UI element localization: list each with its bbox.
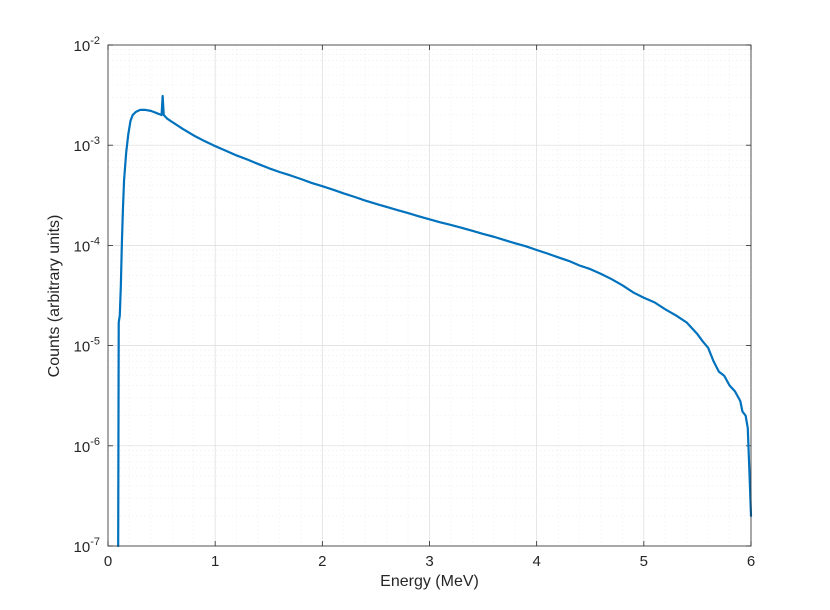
- series-line: [117, 94, 753, 548]
- x-tick-label: 2: [318, 553, 326, 570]
- y-tick-label: 10-6: [74, 436, 100, 456]
- grid: [108, 45, 751, 546]
- y-tick-label: 10-4: [74, 235, 100, 255]
- x-tick-label: 6: [747, 553, 755, 570]
- x-tick-label: 0: [104, 553, 112, 570]
- y-tick-labels: 10-7 10-6 10-5 10-4 10-3 10-2: [74, 35, 100, 556]
- x-tick-label: 3: [425, 553, 433, 570]
- y-tick-label: 10-3: [74, 135, 100, 155]
- x-tick-labels: 0 1 2 3 4 5 6: [104, 553, 755, 570]
- plot-frame: [107, 44, 752, 547]
- y-tick-label: 10-7: [74, 536, 100, 556]
- x-tick-label: 1: [211, 553, 219, 570]
- x-tick-label: 4: [532, 553, 540, 570]
- y-tick-label: 10-5: [74, 336, 100, 356]
- x-tick-label: 5: [640, 553, 648, 570]
- x-axis-label: Energy (MeV): [380, 573, 479, 590]
- y-axis-label: Counts (arbitrary units): [46, 215, 63, 378]
- y-tick-label: 10-2: [74, 35, 100, 55]
